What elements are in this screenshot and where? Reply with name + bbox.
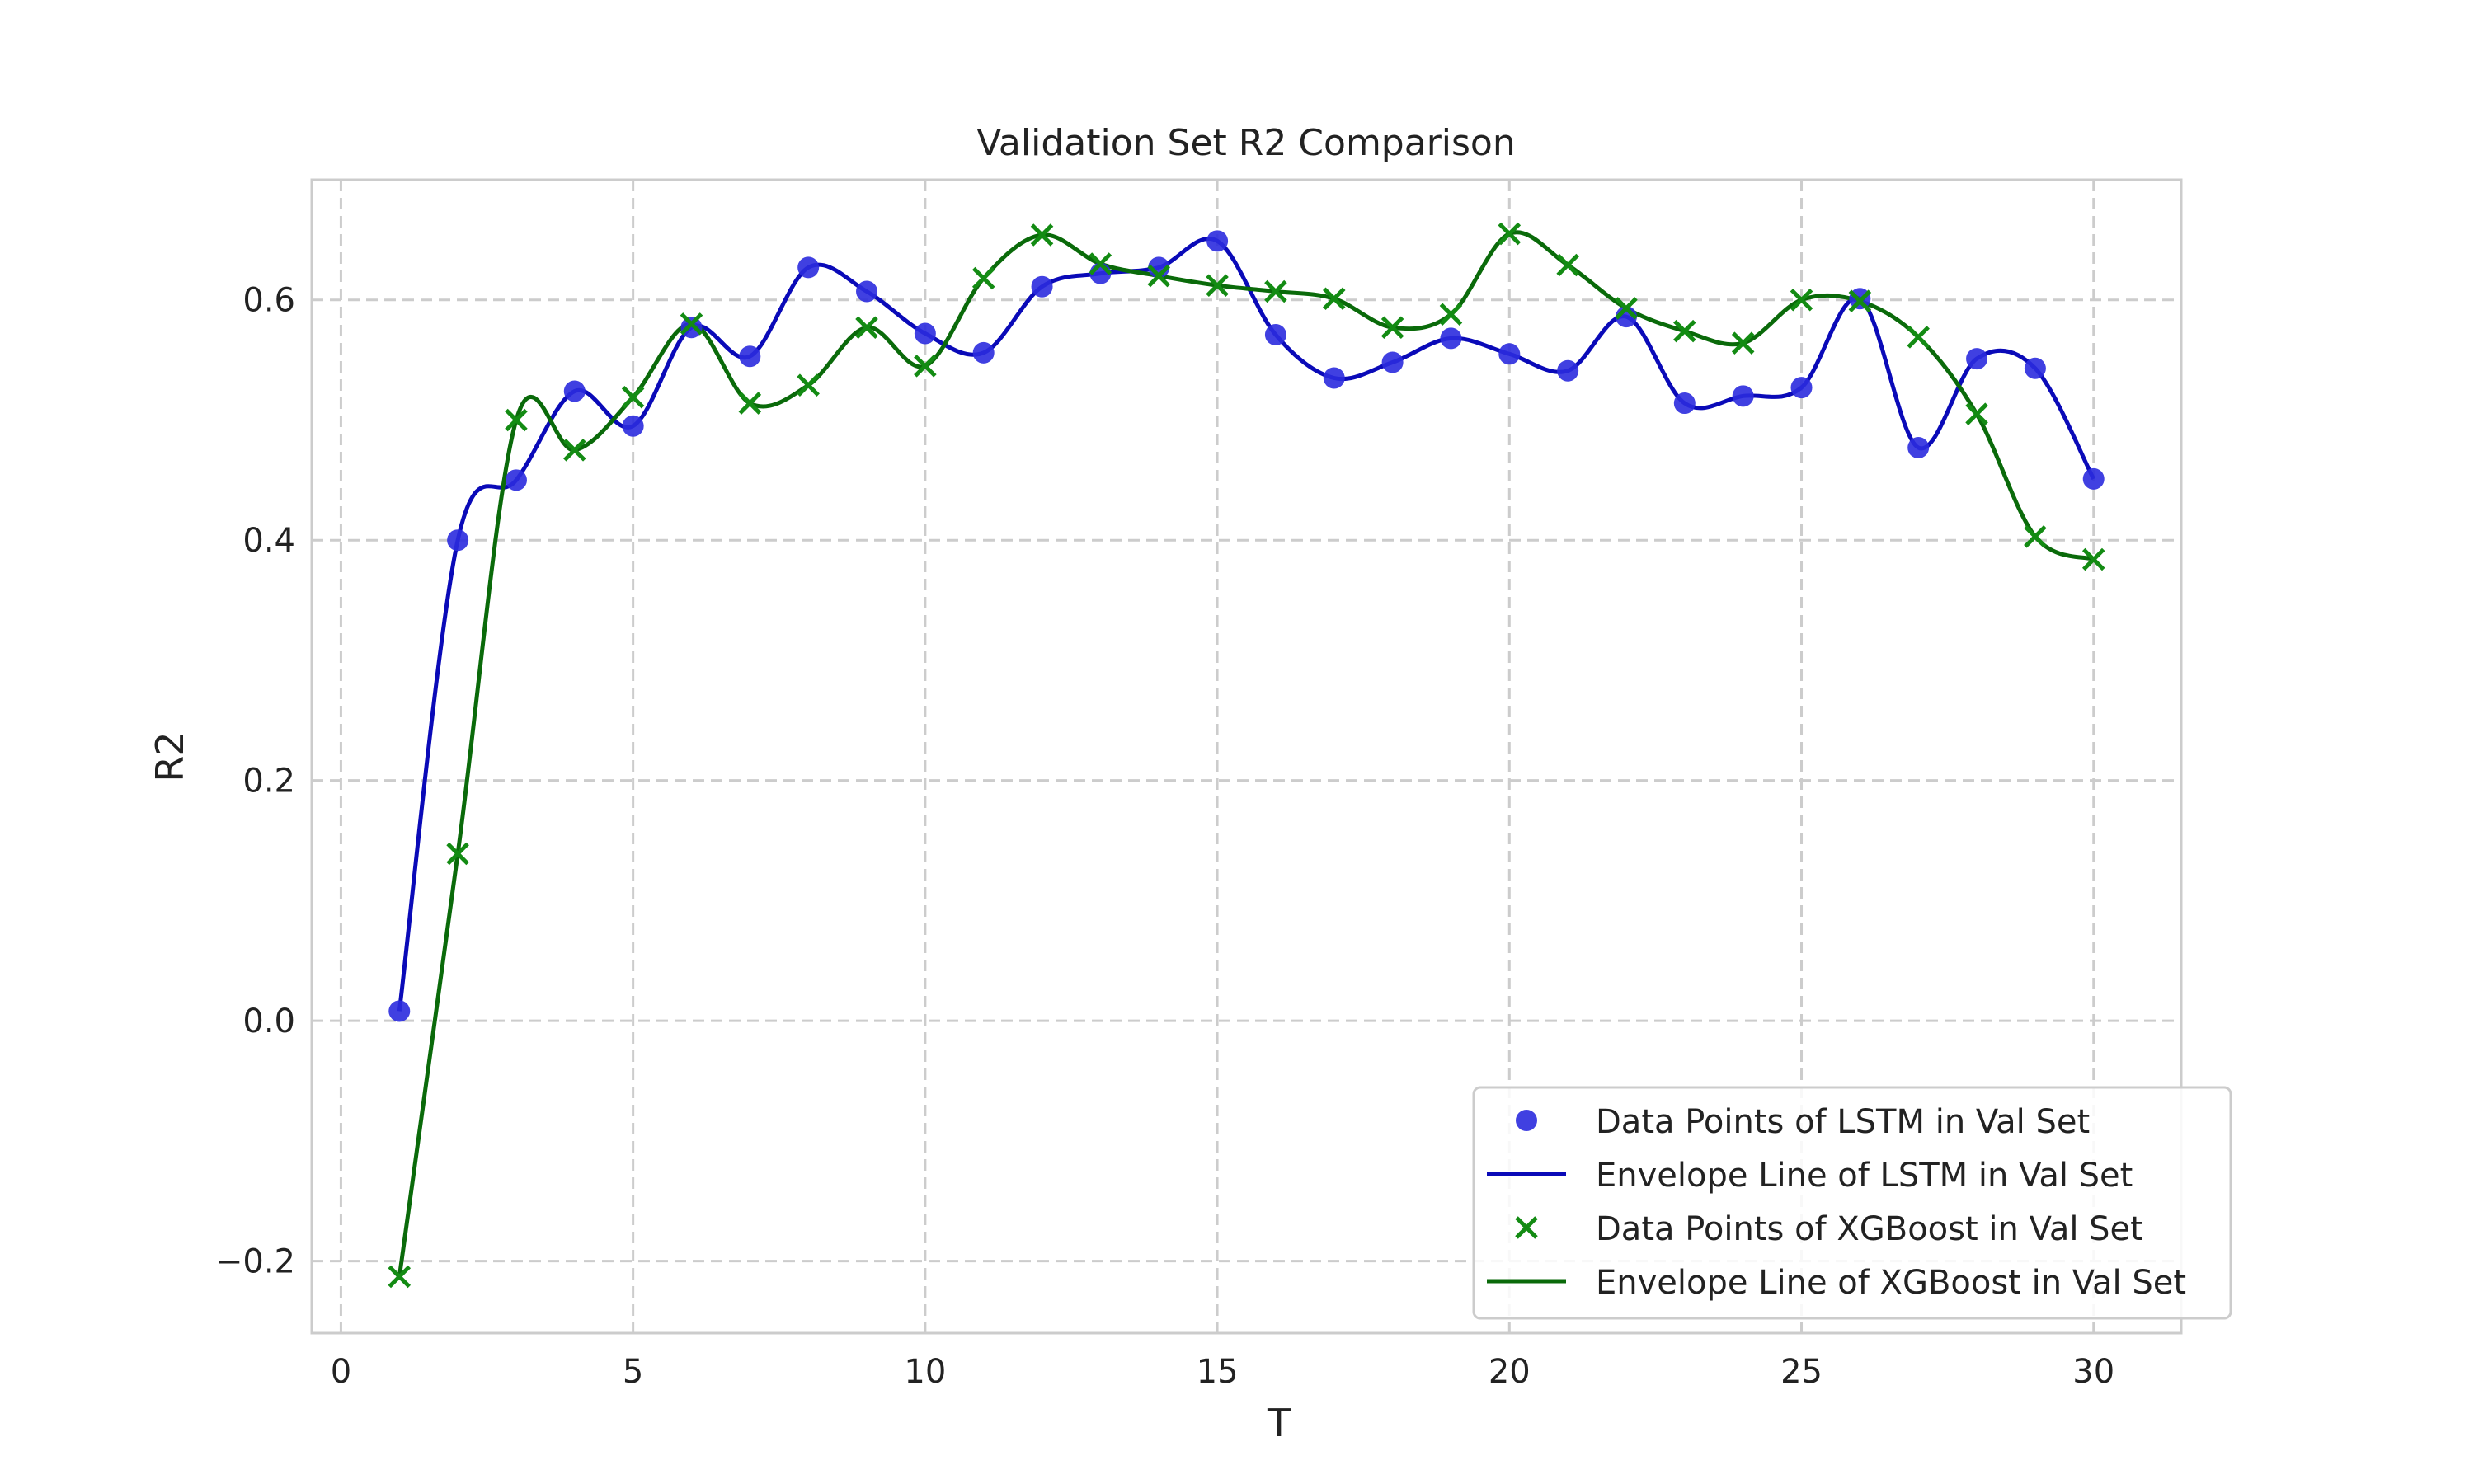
x-tick-label: 25 — [1780, 1353, 1823, 1391]
data-point-xgboost — [2081, 547, 2105, 571]
legend-marker-lstm-points — [1516, 1110, 1537, 1131]
data-point-lstm — [1790, 377, 1813, 399]
data-point-xgboost — [621, 386, 645, 409]
data-point-lstm — [680, 317, 703, 339]
data-point-xgboost — [2024, 525, 2047, 548]
data-point-lstm — [2082, 467, 2105, 490]
data-point-lstm — [1264, 323, 1286, 345]
data-point-xgboost — [855, 316, 878, 340]
y-tick-label: 0.2 — [242, 763, 295, 801]
data-point-lstm — [914, 322, 936, 345]
data-point-lstm — [388, 1000, 411, 1022]
data-point-lstm — [1673, 392, 1696, 415]
data-point-lstm — [856, 280, 878, 303]
data-point-xgboost — [1147, 264, 1171, 288]
data-point-lstm — [1498, 343, 1521, 365]
data-point-xgboost — [1322, 287, 1346, 311]
data-point-lstm — [1440, 327, 1462, 350]
data-point-xgboost — [446, 842, 469, 866]
data-point-lstm — [1031, 275, 1053, 298]
plot-area — [310, 178, 2183, 1335]
data-point-lstm — [1206, 230, 1229, 252]
data-point-xgboost — [1731, 331, 1755, 355]
data-point-xgboost — [1264, 279, 1287, 303]
data-point-xgboost — [563, 439, 586, 462]
legend-marker-xgboost-points — [1515, 1216, 1538, 1239]
y-axis-label: R2 — [148, 731, 192, 782]
data-point-xgboost — [505, 408, 528, 432]
data-point-lstm — [1966, 348, 1988, 370]
data-point-lstm — [1323, 367, 1345, 389]
data-point-xgboost — [1380, 316, 1404, 340]
grid — [312, 180, 2181, 1333]
data-point-xgboost — [1790, 288, 1813, 312]
data-point-lstm — [1381, 351, 1404, 373]
data-point-xgboost — [1206, 274, 1229, 298]
data-point-lstm — [1732, 385, 1754, 407]
data-point-lstm — [622, 415, 644, 437]
data-point-xgboost — [388, 1265, 412, 1289]
data-point-lstm — [1907, 436, 1930, 458]
x-tick-label: 0 — [331, 1353, 351, 1391]
legend-frame — [1472, 1086, 2232, 1320]
data-point-xgboost — [1615, 297, 1638, 320]
data-point-xgboost — [1556, 253, 1579, 277]
x-tick-label: 5 — [623, 1353, 643, 1391]
data-point-lstm — [563, 380, 586, 402]
x-axis-ticks: 0 5 10 15 20 25 30 — [331, 1353, 2114, 1391]
data-point-xgboost — [680, 312, 703, 336]
y-tick-label: −0.2 — [215, 1243, 295, 1281]
data-point-xgboost — [1089, 252, 1112, 275]
legend-label-lstm-points: Data Points of LSTM in Val Set — [1596, 1103, 2090, 1141]
data-point-lstm — [2024, 357, 2046, 379]
legend-label-xgboost-points: Data Points of XGBoost in Val Set — [1596, 1210, 2143, 1248]
x-axis-label: T — [1267, 1401, 1291, 1445]
series-group — [388, 222, 2105, 1289]
x-tick-label: 15 — [1197, 1353, 1239, 1391]
data-point-xgboost — [1673, 319, 1696, 343]
x-tick-label: 10 — [904, 1353, 946, 1391]
data-point-xgboost — [971, 266, 995, 290]
data-point-xgboost — [1965, 402, 1988, 425]
data-point-lstm — [447, 529, 469, 552]
x-tick-label: 30 — [2072, 1353, 2114, 1391]
data-point-xgboost — [738, 392, 762, 415]
legend-label-xgboost-envelope: Envelope Line of XGBoost in Val Set — [1596, 1264, 2186, 1302]
y-tick-label: 0.0 — [242, 1003, 295, 1040]
legend: Data Points of LSTM in Val Set Envelope … — [1472, 1086, 2232, 1320]
data-point-lstm — [505, 469, 527, 491]
data-point-xgboost — [1848, 289, 1872, 312]
y-tick-label: 0.6 — [242, 282, 295, 320]
y-tick-label: 0.4 — [242, 522, 295, 560]
data-point-xgboost — [797, 373, 820, 397]
data-point-lstm — [1557, 359, 1579, 382]
data-point-xgboost — [1439, 303, 1463, 326]
chart-title: Validation Set R2 Comparison — [976, 122, 1516, 164]
y-axis-ticks: −0.2 0.0 0.2 0.4 0.6 — [215, 282, 295, 1281]
data-point-xgboost — [1030, 223, 1054, 247]
legend-label-lstm-envelope: Envelope Line of LSTM in Val Set — [1596, 1157, 2133, 1195]
data-point-lstm — [797, 256, 820, 279]
x-tick-label: 20 — [1489, 1353, 1531, 1391]
data-point-xgboost — [914, 355, 937, 378]
data-point-xgboost — [1498, 222, 1522, 246]
data-point-xgboost — [1907, 326, 1930, 349]
data-point-lstm — [972, 341, 995, 364]
data-point-lstm — [739, 345, 761, 368]
